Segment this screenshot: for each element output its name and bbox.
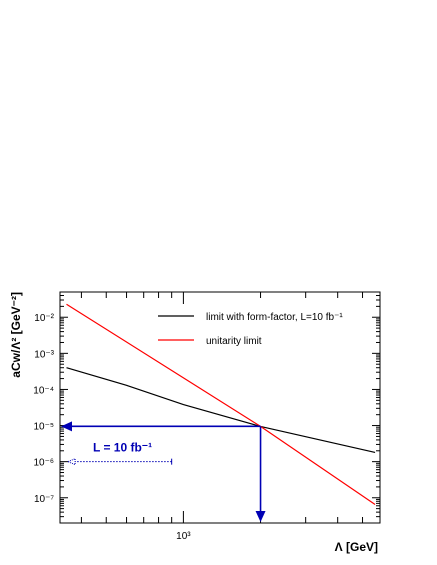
horizontal-arrowhead bbox=[61, 421, 72, 432]
y-tick-label: 10⁻⁵ bbox=[33, 422, 54, 433]
x-axis-title: Λ [GeV] bbox=[335, 540, 378, 554]
y-axis-title: aCw/Λ² [GeV⁻²] bbox=[9, 292, 23, 378]
legend: limit with form-factor, L=10 fb⁻¹ unitari… bbox=[158, 312, 343, 347]
y-tick-label: 10⁻⁶ bbox=[33, 458, 54, 469]
series-group bbox=[66, 303, 376, 505]
luminosity-label: L = 10 fb⁻¹ bbox=[93, 441, 152, 455]
y-tick-label: 10⁻⁴ bbox=[33, 385, 54, 396]
axis-ticks: 10⁻⁷ 10⁻⁶ 10⁻⁵ 10⁻⁴ 10⁻³ 10⁻² 10³ bbox=[33, 291, 380, 542]
x-tick-label: 10³ bbox=[176, 531, 191, 542]
vertical-arrowhead bbox=[255, 511, 266, 522]
y-tick-label: 10⁻³ bbox=[34, 349, 54, 360]
plot-frame bbox=[59, 291, 381, 524]
legend-label: unitarity limit bbox=[206, 336, 262, 347]
y-tick-label: 10⁻² bbox=[34, 313, 54, 324]
series-line-form-factor bbox=[66, 367, 376, 453]
y-tick-label: 10⁻⁷ bbox=[34, 494, 54, 505]
annotation-group: L = 10 fb⁻¹ bbox=[61, 421, 266, 522]
dotted-arrowhead bbox=[66, 457, 76, 466]
series-line-unitarity bbox=[66, 303, 376, 505]
legend-label: limit with form-factor, L=10 fb⁻¹ bbox=[206, 312, 343, 323]
